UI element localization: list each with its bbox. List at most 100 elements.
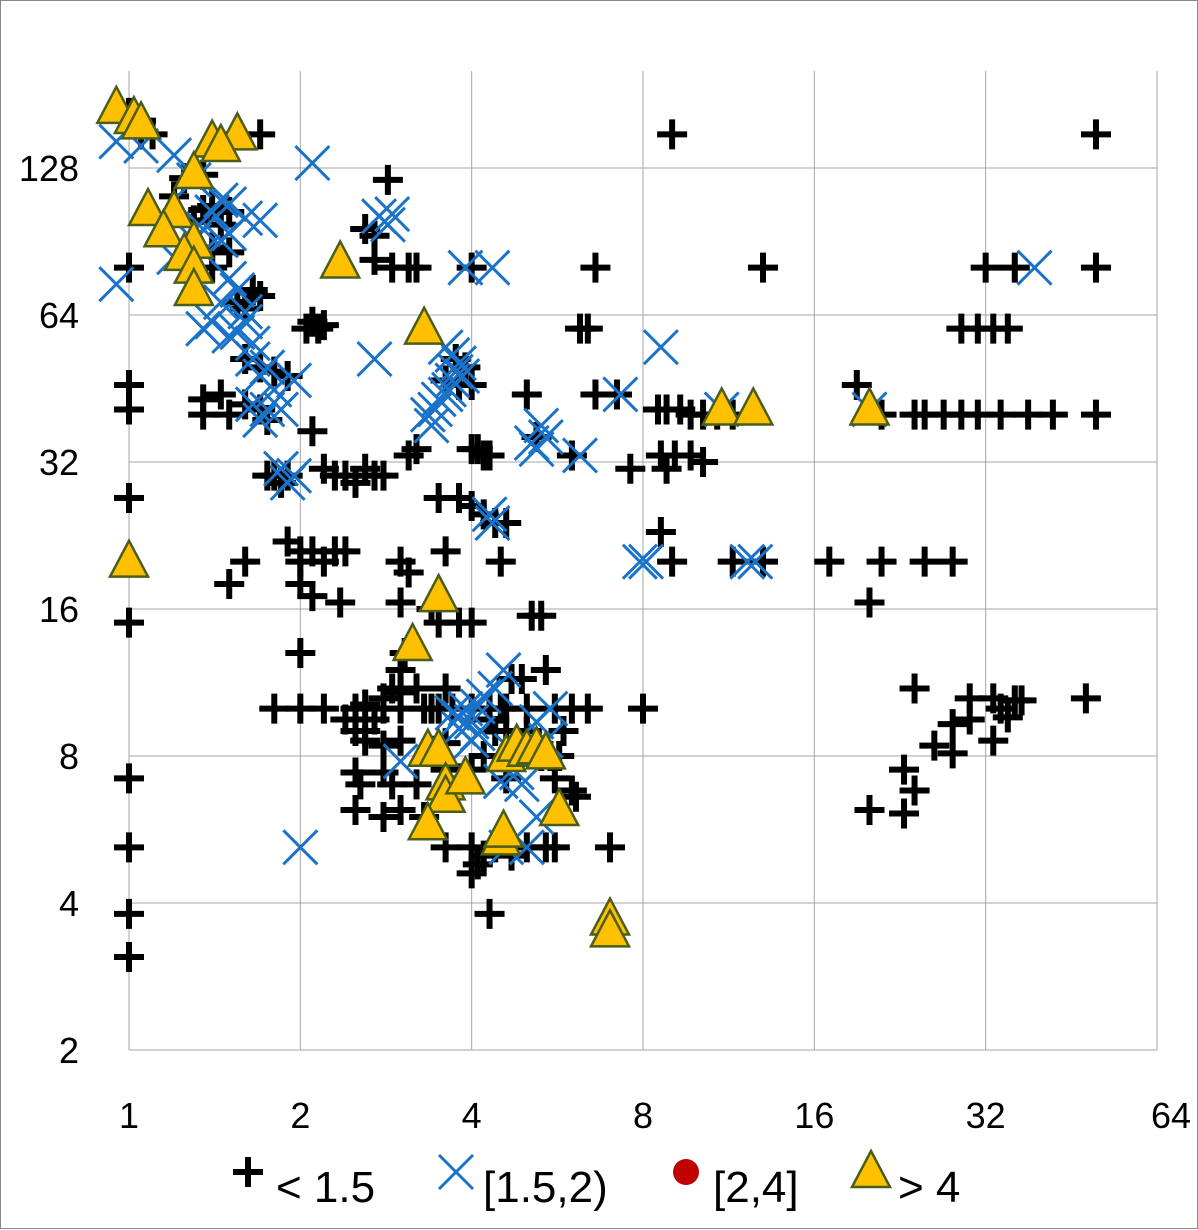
data-point-plus [456,607,487,638]
data-point-plus [230,546,261,577]
data-point-x [249,391,286,428]
x-tick-label: 2 [290,1095,310,1136]
data-point-plus [866,546,897,577]
data-point-triangle [119,99,163,140]
data-point-plus [572,313,603,344]
y-tick-label: 16 [39,589,79,630]
data-point-x [465,678,502,715]
legend: < 1.5 [1.5,2) [2,4] > 4 [233,1148,960,1212]
data-point-triangle [172,266,215,307]
data-point-plus [245,119,276,150]
data-point-plus [1070,683,1101,714]
data-point-plus [485,546,516,577]
data-point-plus [889,754,920,785]
data-point-plus [1080,399,1111,430]
data-point-plus [401,673,432,704]
data-point-plus [462,849,493,880]
data-point-plus [308,693,339,724]
data-point-plus [899,673,930,704]
data-point-plus [992,702,1023,733]
data-point-plus [393,440,424,471]
data-point-x [628,543,665,580]
data-point-plus [717,546,748,577]
data-point-plus [1037,399,1068,430]
data-point-x [471,496,508,533]
data-point-plus [393,557,424,588]
data-point-plus [919,730,950,761]
data-point-plus [303,313,334,344]
data-point-x [382,743,419,780]
data-point-plus [899,775,930,806]
data-point-plus [114,898,144,929]
y-tick-label: 4 [59,883,79,924]
data-point-plus [572,693,603,724]
data-point-plus [385,587,416,618]
data-point-x [1016,249,1053,286]
data-point-triangle [524,729,567,770]
data-point-x [518,798,555,836]
data-point-plus [628,693,658,724]
data-point-plus [325,587,356,618]
data-point-plus [114,394,144,425]
data-point-x [413,407,450,444]
data-point-plus [909,546,940,577]
x-tick-label: 4 [462,1095,482,1136]
data-point-x [98,266,135,303]
y-tick-label: 128 [19,148,79,189]
data-point-plus [188,399,219,430]
data-point-plus [368,802,399,833]
data-point-plus [657,119,688,150]
data-point-plus [359,244,390,275]
data-point-plus [259,693,290,724]
data-point-plus [330,536,361,567]
x-axis-ticks: 1 2 4 8 16 32 64 [119,1095,1191,1136]
data-point-x [227,293,264,330]
data-point-x [369,206,406,243]
data-point-plus [214,399,245,430]
data-point-plus [114,252,144,283]
data-point-plus [372,164,403,195]
legend-label: [2,4] [713,1163,799,1212]
data-point-x [527,418,564,456]
data-point-x [219,314,256,351]
data-point-plus [430,536,461,567]
data-point-plus [345,769,376,800]
legend-marker-x [437,1153,475,1191]
data-point-x [447,249,484,286]
data-point-plus [992,313,1023,344]
y-tick-label: 32 [39,442,79,483]
data-point-plus [350,689,381,720]
data-point-x [642,329,679,366]
data-point-x [447,690,484,727]
data-point-triangle [403,305,446,345]
data-point-triangle [107,537,151,578]
data-point-plus [560,781,591,812]
data-point-x [474,249,511,286]
data-point-plus [539,832,570,863]
data-point-x [444,357,481,395]
data-point-triangle [482,807,525,848]
data-point-triangle [319,238,362,279]
data-point-plus [511,379,542,410]
x-tick-label: 32 [966,1095,1006,1136]
data-point-triangle [700,385,743,426]
data-point-x [474,504,511,542]
data-point-x [440,699,478,736]
data-point-triangle [588,907,632,948]
data-point-plus [688,447,719,477]
data-point-x [374,196,411,233]
data-point-triangle [126,186,170,227]
data-point-plus [114,832,144,863]
data-point-plus [114,607,144,638]
data-point-x [356,340,393,378]
data-point-plus [937,546,968,577]
data-point-x [621,543,658,580]
data-point-x [194,193,231,231]
data-point-plus [401,769,432,800]
x-tick-label: 64 [1151,1095,1191,1136]
data-point-plus [556,775,587,806]
legend-marker-circle [673,1159,699,1185]
data-point-plus [350,725,381,756]
